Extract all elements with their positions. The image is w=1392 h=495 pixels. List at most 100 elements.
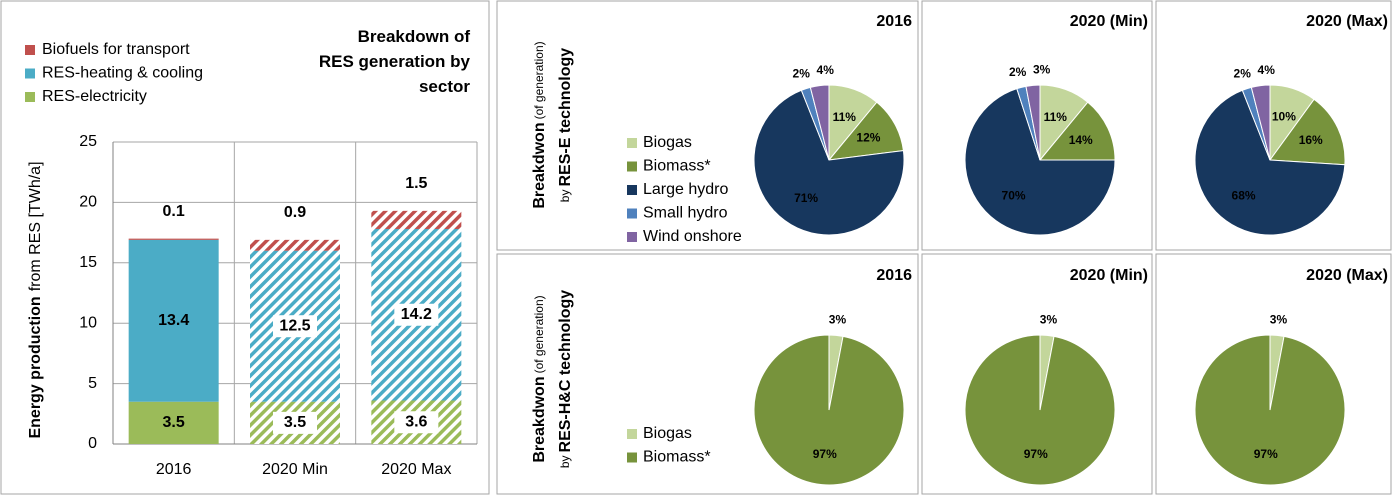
pie-slice [1269, 98, 1346, 166]
pie-label: 3% [829, 313, 847, 327]
legend-label: Biofuels for transport [42, 41, 190, 58]
pie-title: 2020 (Max) [1306, 13, 1388, 30]
pie-label: 3% [1033, 63, 1051, 77]
pie-slice [1038, 101, 1116, 161]
pie-slice [1194, 334, 1346, 486]
pie-slice [753, 89, 905, 236]
pie-slice [809, 84, 830, 161]
legend-label: RES-heating & cooling [42, 65, 203, 82]
legend-label: Biomass* [643, 158, 711, 175]
legend-label: Wind onshore [643, 228, 742, 245]
legend-label: RES-electricity [42, 88, 147, 105]
label-bg [394, 303, 439, 326]
pie-title: 2020 (Min) [1070, 267, 1148, 284]
row-label-main: Breakdwon [531, 122, 548, 208]
y-tick-label: 15 [79, 254, 97, 271]
panel-border [1155, 253, 1392, 495]
pie-label: 2% [1009, 65, 1027, 79]
pie-label: 97% [1024, 447, 1048, 461]
pie-label: 4% [817, 63, 835, 77]
legend-label: Biogas [643, 425, 692, 442]
row-label-main: Breakdwon [531, 376, 548, 462]
y-tick-label: 20 [79, 194, 97, 211]
y-axis-label-bold: Energy production [27, 296, 44, 438]
bar-segment [371, 210, 462, 229]
row-label-1: Breakdwon (of generation) [531, 295, 548, 462]
pie-title: 2020 (Max) [1306, 267, 1388, 284]
panel-border [0, 0, 490, 495]
row-label-main: RES-E technology [557, 48, 574, 187]
pie-slice [1194, 89, 1346, 236]
x-tick-label: 2020 Min [262, 461, 328, 478]
x-tick-label: 2020 Max [381, 461, 451, 478]
pie-slice [964, 88, 1116, 236]
legend-swatch [25, 92, 35, 102]
legend-label: Large hydro [643, 181, 728, 198]
pie-label: 2% [793, 67, 811, 81]
pie-label: 11% [1044, 110, 1068, 124]
legend-swatch [627, 232, 637, 242]
pie-label: 70% [1002, 189, 1026, 203]
y-tick-label: 0 [88, 435, 97, 452]
y-tick-label: 10 [79, 314, 97, 331]
data-label: 12.5 [279, 317, 310, 334]
label-bg [273, 411, 317, 434]
data-label: 14.2 [401, 306, 432, 323]
pie-label: 71% [794, 191, 818, 205]
row-label-small: by [558, 455, 572, 468]
pie-title: 2016 [876, 13, 912, 30]
legend-label: Biogas [643, 134, 692, 151]
row-label-small: (of generation) [532, 41, 546, 119]
panel-border [1155, 0, 1392, 251]
legend-swatch [627, 161, 637, 172]
legend-swatch [627, 429, 637, 439]
pie-label: 10% [1272, 109, 1296, 123]
pie-title: 2016 [876, 267, 912, 284]
y-tick-label: 25 [79, 133, 97, 150]
pie-label: 3% [1040, 313, 1058, 327]
pie-slice [753, 334, 905, 486]
legend-swatch [627, 138, 637, 148]
legend-swatch [627, 185, 637, 195]
label-bg [273, 315, 317, 338]
row-label-1: Breakdwon (of generation) [531, 41, 548, 208]
legend-swatch [627, 208, 637, 219]
pie-slice [1250, 84, 1271, 161]
pie-label: 2% [1234, 67, 1252, 81]
panel-border [921, 253, 1153, 495]
data-label: 1.5 [405, 175, 427, 192]
legend-label: Small hydro [643, 205, 728, 222]
data-label: 0.9 [284, 204, 306, 221]
pie-label: 12% [856, 130, 880, 144]
row-label-2: by RES-H&C technology [557, 290, 574, 468]
panel-border [921, 0, 1153, 251]
legend-swatch [25, 68, 35, 79]
pie-label: 97% [813, 447, 837, 461]
y-tick-label: 5 [88, 375, 97, 392]
legend-swatch [627, 452, 637, 463]
pie-label: 3% [1270, 313, 1288, 327]
pie-label: 68% [1232, 189, 1256, 203]
panel-border [496, 253, 919, 495]
row-label-small: by [558, 190, 572, 203]
data-label: 0.1 [163, 203, 185, 220]
y-axis-label: Energy production from RES [TWh/a] [27, 161, 44, 438]
chart-title: Breakdown of RES generation by sector [318, 27, 470, 96]
legend-swatch [25, 45, 35, 55]
data-label: 3.6 [405, 413, 427, 430]
y-axis-label-rest: from RES [TWh/a] [27, 161, 44, 291]
pie-label: 11% [833, 110, 857, 124]
pie-slice [1025, 84, 1041, 161]
panel-border [496, 0, 919, 251]
bar-segment [128, 239, 219, 402]
row-label-small: (of generation) [532, 295, 546, 373]
label-bg [394, 411, 439, 434]
data-label: 13.4 [158, 312, 189, 329]
pie-label: 97% [1254, 447, 1278, 461]
data-label: 3.5 [163, 414, 185, 431]
pie-label: 14% [1069, 133, 1093, 147]
pie-slice [964, 334, 1116, 486]
bar-segment [250, 239, 340, 251]
